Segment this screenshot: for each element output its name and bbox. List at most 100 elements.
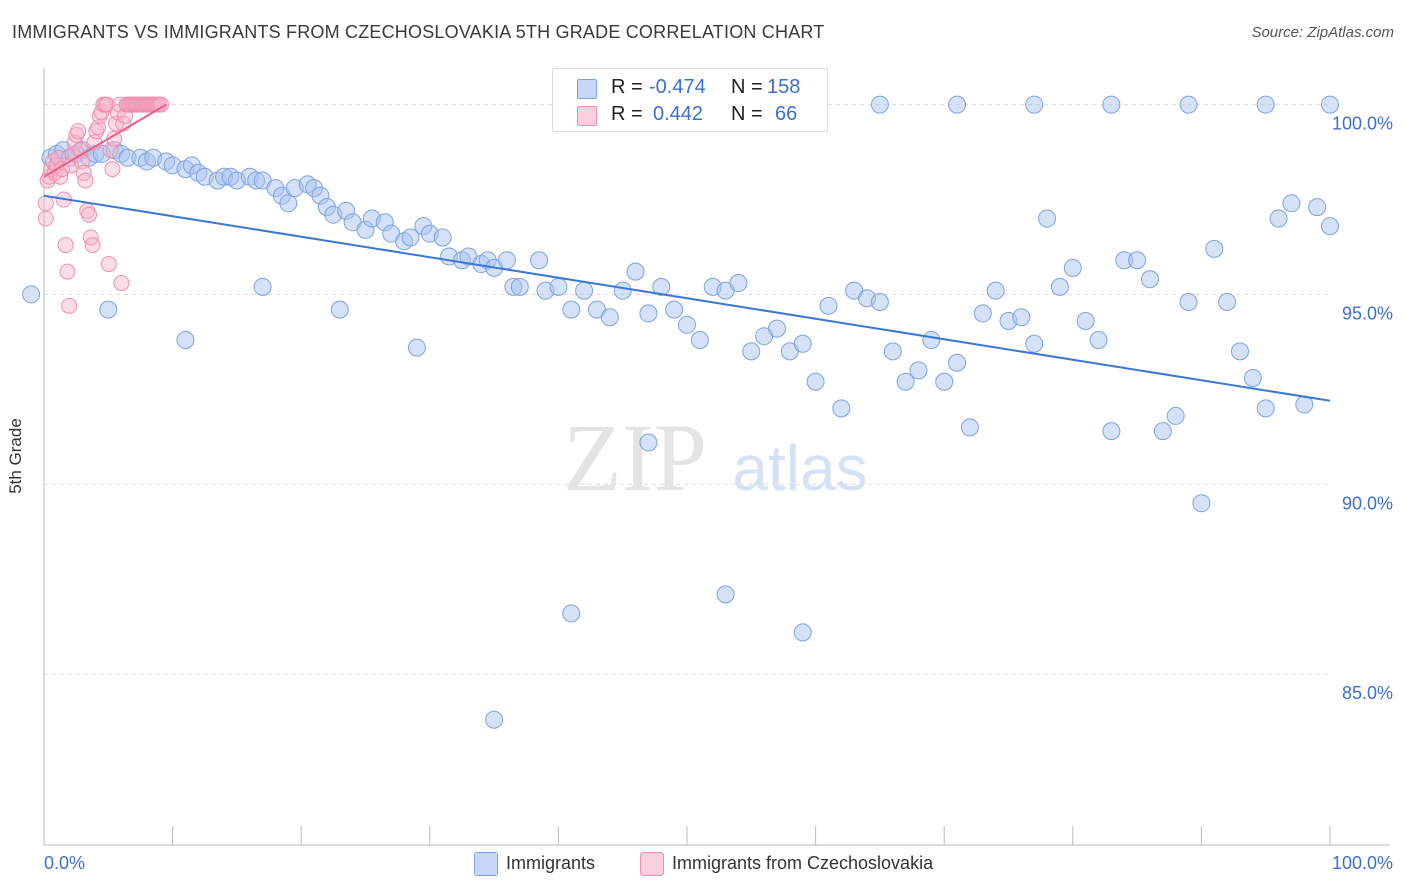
point-immigrants	[1205, 239, 1224, 258]
point-immigrants	[986, 281, 1005, 300]
trend-line-immigrants	[43, 194, 1331, 402]
legend-r-label: R =	[611, 103, 643, 125]
point-immigrants	[1321, 217, 1339, 236]
legend-r-value: 0.442	[653, 103, 704, 125]
point-immigrants	[639, 433, 658, 452]
bottom-legend-label: Immigrants from Czechoslovakia	[672, 853, 934, 873]
point-immigrants	[652, 277, 671, 296]
point-immigrants	[613, 281, 632, 300]
point-czechoslovakia	[77, 172, 94, 189]
series-immigrants	[22, 95, 1339, 729]
tick-labels: 85.0% 90.0% 95.0% 100.0% 0.0% 100.0%	[44, 114, 1393, 873]
point-immigrants	[1243, 368, 1262, 387]
source-label: Source: ZipAtlas.com	[1251, 24, 1394, 41]
point-immigrants	[665, 300, 684, 319]
point-immigrants	[742, 342, 761, 361]
point-czechoslovakia	[37, 210, 54, 227]
point-immigrants	[626, 262, 645, 281]
point-czechoslovakia	[104, 161, 121, 178]
x-tick-label: 0.0%	[44, 853, 85, 873]
legend-n-label: N =	[731, 76, 763, 98]
point-czechoslovakia	[99, 96, 116, 113]
bottom-legend-label: Immigrants	[506, 853, 596, 873]
point-immigrants	[1166, 406, 1185, 425]
bottom-legend-swatch-pink	[640, 852, 664, 876]
x-tick-label: 100.0%	[1332, 853, 1393, 873]
watermark-atlas: atlas	[732, 432, 867, 504]
point-immigrants	[510, 277, 529, 296]
point-czechoslovakia	[84, 237, 101, 254]
point-immigrants	[690, 330, 709, 349]
point-immigrants	[549, 277, 568, 296]
point-immigrants	[1256, 399, 1275, 418]
legend-n-label: N =	[731, 103, 763, 125]
point-immigrants	[1089, 330, 1108, 349]
point-immigrants	[1321, 95, 1339, 114]
point-immigrants	[1192, 494, 1211, 513]
point-immigrants	[530, 251, 549, 270]
point-immigrants	[1025, 95, 1044, 114]
point-immigrants	[870, 293, 889, 312]
point-immigrants	[176, 330, 195, 349]
point-immigrants	[1076, 312, 1095, 331]
watermark: ZIP atlas	[563, 404, 868, 511]
y-tick-label: 95.0%	[1342, 303, 1393, 323]
legend-r-label: R =	[611, 76, 643, 98]
point-immigrants	[279, 194, 298, 213]
point-immigrants	[768, 319, 787, 338]
point-immigrants	[806, 372, 825, 391]
point-czechoslovakia	[153, 96, 170, 113]
point-immigrants	[1012, 308, 1031, 327]
point-immigrants	[562, 604, 581, 623]
point-immigrants	[639, 304, 658, 323]
point-immigrants	[793, 334, 812, 353]
point-immigrants	[1282, 194, 1301, 213]
point-czechoslovakia	[113, 275, 130, 292]
point-immigrants	[729, 274, 748, 293]
point-immigrants	[575, 281, 594, 300]
trend-lines	[43, 103, 1331, 402]
point-immigrants	[1179, 293, 1198, 312]
point-immigrants	[433, 228, 452, 247]
point-immigrants	[1179, 95, 1198, 114]
point-immigrants	[1050, 277, 1069, 296]
legend-row-immigrants: R = -0.474 N = 158	[553, 73, 827, 101]
axes	[43, 68, 1390, 846]
legend-n-value: 66	[775, 103, 798, 125]
watermark-zip: ZIP	[563, 404, 707, 511]
point-immigrants	[1230, 342, 1249, 361]
gridlines	[44, 104, 1330, 675]
point-immigrants	[1038, 209, 1057, 228]
point-czechoslovakia	[59, 263, 76, 280]
point-immigrants	[819, 296, 838, 315]
point-immigrants	[1102, 95, 1121, 114]
y-tick-label: 85.0%	[1342, 683, 1393, 703]
point-czechoslovakia	[54, 161, 71, 178]
point-immigrants	[1140, 270, 1159, 289]
point-immigrants	[922, 330, 941, 349]
point-czechoslovakia	[81, 206, 98, 223]
legend-row-czechoslovakia: R = 0.442 N = 66	[553, 100, 827, 128]
point-immigrants	[1102, 422, 1121, 441]
point-czechoslovakia	[61, 297, 78, 314]
point-immigrants	[22, 285, 41, 304]
point-czechoslovakia	[70, 123, 87, 140]
point-immigrants	[1128, 251, 1147, 270]
stats-legend: R = -0.474 N = 158 R = 0.442 N = 66	[552, 68, 828, 132]
point-immigrants	[909, 361, 928, 380]
point-immigrants	[1269, 209, 1288, 228]
point-immigrants	[401, 228, 420, 247]
point-immigrants	[678, 315, 696, 334]
point-immigrants	[497, 251, 516, 270]
point-immigrants	[330, 300, 349, 319]
point-immigrants	[870, 95, 889, 114]
y-axis-label: 5th Grade	[6, 418, 25, 494]
point-immigrants	[716, 585, 735, 604]
point-czechoslovakia	[100, 256, 117, 273]
point-immigrants	[896, 372, 915, 391]
point-immigrants	[600, 308, 619, 327]
y-tick-label: 100.0%	[1332, 114, 1393, 134]
legend-n-value: 158	[767, 76, 801, 98]
bottom-legend-swatch-blue	[474, 852, 498, 876]
point-immigrants	[485, 710, 504, 729]
